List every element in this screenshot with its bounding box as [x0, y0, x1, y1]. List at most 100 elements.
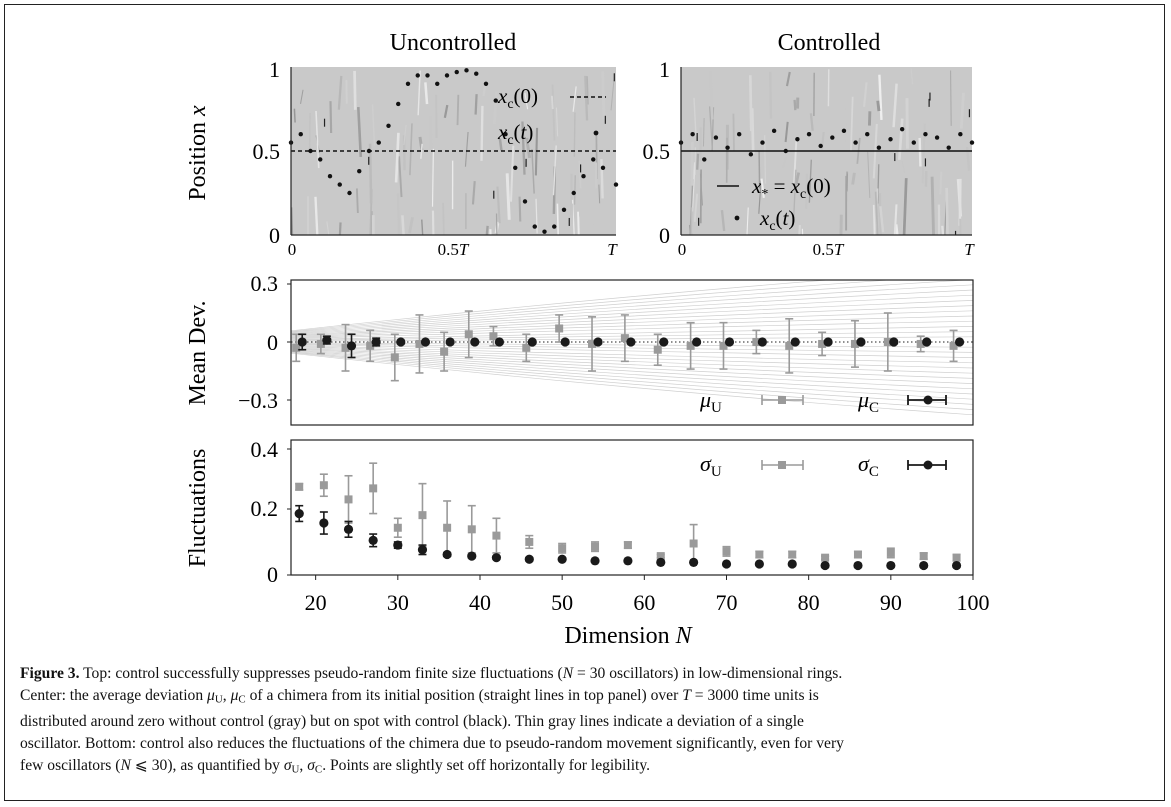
texture-stroke	[552, 145, 557, 196]
chimera-position-point	[405, 81, 411, 87]
sigma-u-point	[623, 541, 632, 550]
texture-stroke	[809, 113, 814, 131]
texture-stroke	[601, 71, 606, 120]
texture-stroke	[708, 70, 714, 120]
sigma-c-point	[623, 556, 633, 566]
xtick-label: 70	[715, 590, 737, 615]
chimera-position-point	[376, 140, 381, 145]
chimera-position-point	[899, 126, 905, 132]
mu-u-point	[522, 343, 531, 352]
texture-stroke	[535, 198, 538, 234]
texture-stroke	[584, 75, 589, 121]
sigma-c-point	[590, 556, 600, 566]
texture-stroke	[496, 186, 501, 224]
texture-stroke	[443, 104, 449, 119]
mu-c-point	[626, 337, 636, 347]
chimera-position-point	[876, 145, 882, 150]
mu-c-point	[297, 337, 307, 347]
panel-fluctuations: 0.4 0.2 0 20 30 40 50 60 70 80 90 100 σU σC	[251, 437, 990, 615]
chimera-position-point	[454, 69, 459, 75]
ytick-1-tl: 1	[269, 57, 280, 82]
legend-sigma-c-marker	[907, 460, 947, 470]
mu-u-point	[818, 339, 827, 348]
chimera-position-point	[493, 98, 498, 103]
texture-stroke	[918, 137, 922, 167]
xtick-t-tr: T	[964, 240, 975, 259]
texture-stroke	[589, 182, 595, 225]
chimera-position-point	[327, 174, 333, 179]
legend-xct: xc(t)	[497, 120, 533, 148]
xlabel-dimension: Dimension N	[564, 623, 693, 649]
mu-u-point	[588, 339, 597, 348]
chimera-position-point	[308, 148, 313, 154]
texture-stroke	[424, 82, 429, 105]
texture-stroke	[577, 211, 580, 235]
panel-mean-deviation: 0.3 0 −0.3 μU μC	[238, 271, 974, 426]
texture-stroke	[464, 131, 469, 167]
sigma-c-point	[343, 524, 354, 534]
legend-sigma-u: σU	[700, 451, 722, 480]
texture-stroke	[492, 91, 498, 125]
legend-sigma-u-marker	[761, 460, 804, 470]
single-oscillator-line	[291, 352, 973, 410]
mu-c-point	[757, 337, 767, 347]
ytick-04-bot: 0.4	[251, 437, 279, 462]
chimera-position-point	[415, 73, 420, 78]
panel-mean-frame	[290, 279, 974, 426]
single-oscillator-line	[291, 310, 973, 338]
texture-stroke	[598, 184, 601, 204]
texture-stroke	[337, 75, 343, 110]
mu-u-point	[415, 339, 424, 348]
texture-stroke	[551, 84, 556, 141]
texture-stroke	[958, 178, 962, 226]
chimera-position-point	[513, 165, 518, 170]
caption-line-1: Figure 3. Top: control successfully supp…	[20, 665, 843, 682]
legend-mu-c-marker	[907, 395, 947, 405]
legend-xc0: xc(0)	[497, 84, 538, 112]
sigma-c-point	[886, 560, 896, 571]
texture-stroke	[792, 169, 797, 222]
chimera-position-point	[561, 207, 567, 212]
mu-u-point	[489, 332, 498, 341]
chimera-position-point	[318, 157, 323, 162]
panel-title-controlled: Controlled	[778, 30, 881, 56]
texture-stroke	[574, 175, 576, 205]
texture-stroke	[693, 193, 699, 222]
texture-stroke	[808, 159, 813, 203]
texture-stroke	[690, 207, 693, 235]
chimera-position-point	[690, 132, 695, 137]
sigma-u-point	[656, 552, 665, 561]
sigma-c-point	[524, 554, 534, 564]
sigma-u-point	[525, 537, 534, 546]
texture-stroke	[760, 178, 765, 199]
ylabel-position: Position x	[185, 105, 211, 201]
texture-stroke	[403, 124, 407, 145]
texture-stroke	[910, 68, 914, 85]
chimera-position-point	[581, 174, 586, 179]
chimera-position-point	[795, 137, 800, 142]
single-oscillator-line	[291, 300, 973, 336]
chimera-position-point	[841, 128, 847, 134]
texture-stroke	[417, 70, 421, 116]
texture-stroke	[784, 121, 789, 143]
ytick-m03-mid: −0.3	[238, 388, 278, 413]
chimera-position-point	[396, 101, 401, 107]
legend-xct-ctrl: xc(t)	[759, 206, 795, 234]
sigma-u-point	[393, 523, 402, 532]
texture-stroke	[901, 161, 906, 173]
chimera-position-point	[464, 68, 469, 73]
xtick-label: 50	[551, 590, 573, 615]
ytick-1-tr: 1	[659, 57, 670, 82]
mu-c-point	[724, 337, 735, 347]
sigma-u-point	[467, 525, 476, 534]
mu-u-point	[916, 339, 925, 348]
legend-xct-marker	[593, 130, 599, 136]
texture-stroke	[941, 225, 945, 235]
mu-u-point	[719, 341, 728, 350]
texture-stroke	[793, 99, 797, 111]
chimera-position-point	[806, 132, 812, 137]
mu-u-point	[949, 341, 958, 350]
texture-stroke	[769, 71, 773, 119]
texture-stroke	[401, 215, 405, 235]
panel-uncontrolled: xc(0) xc(t) 1 0.5 0 0 0.5T T	[253, 57, 619, 259]
